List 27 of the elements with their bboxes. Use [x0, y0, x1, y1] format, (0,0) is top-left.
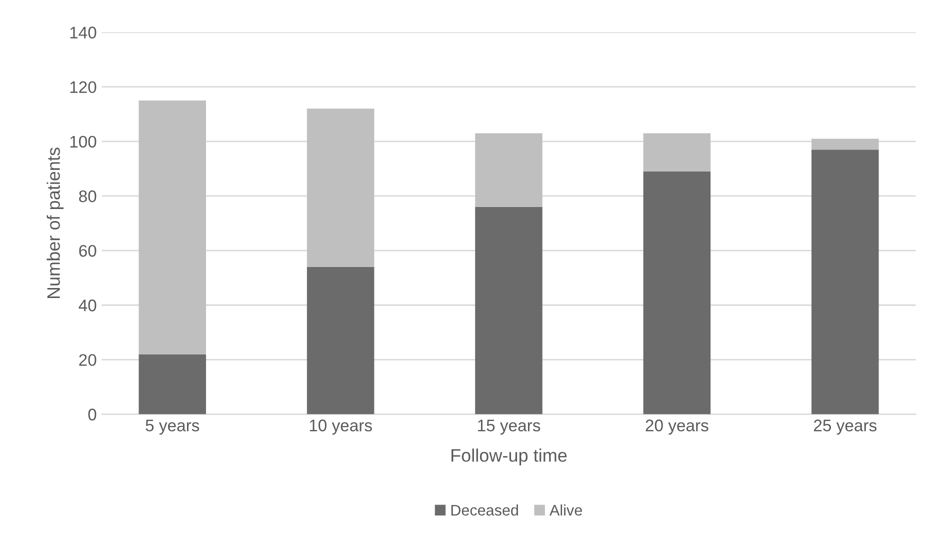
bar — [138, 100, 206, 354]
bar — [306, 108, 374, 267]
bar — [475, 133, 542, 207]
bar — [643, 171, 711, 414]
y-tick-label: 80 — [79, 190, 96, 202]
y-tick-label: 120 — [70, 81, 96, 94]
x-axis-title: Follow-up time — [452, 448, 567, 466]
bar — [475, 206, 542, 414]
x-tick-label: 10 years — [310, 420, 372, 435]
bar — [643, 133, 711, 172]
y-tick-label: 40 — [78, 300, 96, 312]
y-axis-title: Number of patients — [46, 148, 64, 298]
bar — [306, 266, 374, 414]
x-tick-label: 25 years — [814, 420, 876, 435]
y-tick-label: 60 — [79, 244, 96, 257]
legend-label: Alive — [550, 504, 582, 516]
y-tick-label: 140 — [70, 26, 96, 38]
x-tick-label: 15 years — [478, 420, 540, 435]
legend-label: Deceased — [451, 504, 518, 516]
x-tick-label: 20 years — [646, 420, 708, 435]
y-tick-label: 100 — [70, 136, 96, 148]
bar — [811, 138, 879, 150]
y-tick-label: 20 — [79, 354, 96, 366]
y-tick-label: 0 — [88, 408, 96, 420]
x-tick-label: 5 years — [146, 420, 200, 435]
bar — [138, 354, 206, 414]
bar — [811, 150, 879, 414]
